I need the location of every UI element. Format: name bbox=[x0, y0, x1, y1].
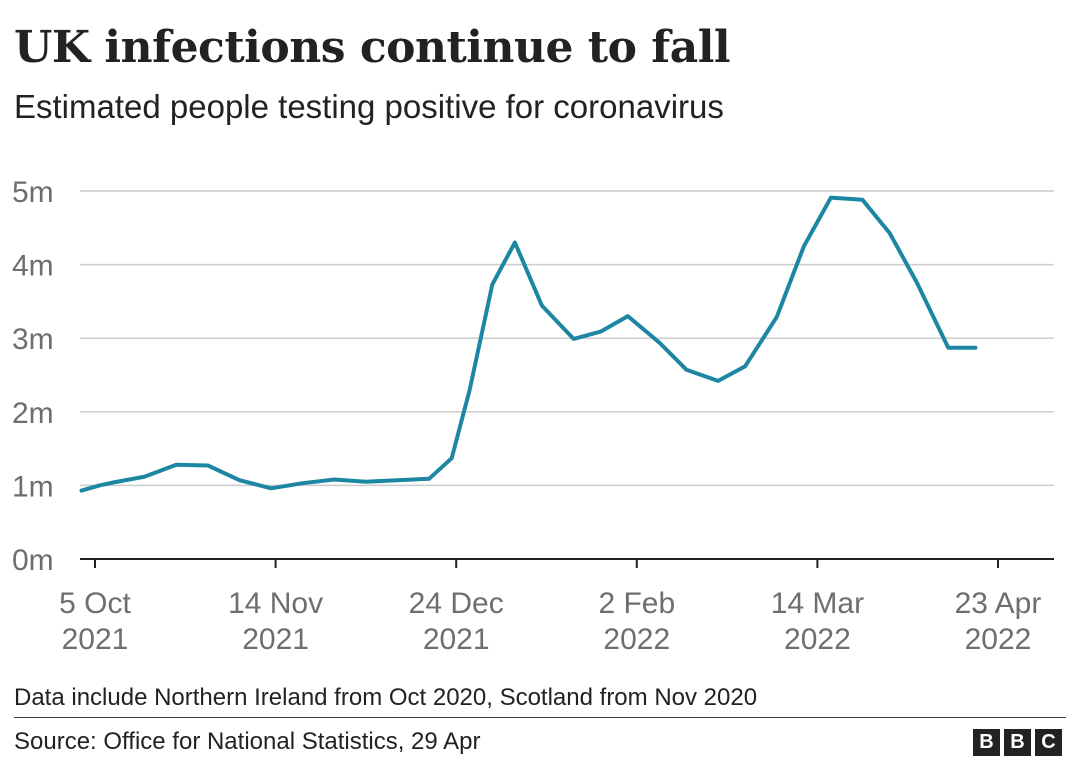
x-tick-label: 23 Apr 2022 bbox=[955, 587, 1042, 656]
x-tick-label: 2 Feb 2022 bbox=[598, 587, 675, 656]
y-tick-label: 3m bbox=[12, 323, 54, 356]
x-tick-label-line: 2022 bbox=[965, 623, 1032, 656]
x-tick-label-line: 23 Apr bbox=[955, 587, 1042, 620]
x-tick-label-line: 24 Dec bbox=[409, 587, 504, 620]
x-tick-label-line: 2021 bbox=[423, 623, 490, 656]
x-tick-label: 24 Dec 2021 bbox=[409, 587, 504, 656]
x-tick-label-line: 2021 bbox=[62, 623, 129, 656]
x-tick-label: 5 Oct 2021 bbox=[59, 587, 131, 656]
x-tick-label-line: 2 Feb bbox=[598, 587, 675, 620]
x-tick-label-line: 14 Mar bbox=[771, 587, 864, 620]
bbc-logo-letter: C bbox=[1035, 729, 1062, 756]
y-tick-label: 5m bbox=[12, 176, 54, 209]
bbc-logo: B B C bbox=[973, 729, 1062, 756]
x-tick-label-line: 2022 bbox=[784, 623, 851, 656]
x-tick-label-line: 2022 bbox=[603, 623, 670, 656]
bbc-logo-letter: B bbox=[973, 729, 1000, 756]
chart-title: UK infections continue to fall bbox=[14, 22, 731, 73]
x-tick-label: 14 Mar 2022 bbox=[771, 587, 864, 656]
footer-divider bbox=[14, 717, 1066, 718]
series-line bbox=[79, 195, 978, 493]
y-tick-label: 1m bbox=[12, 470, 54, 503]
x-tick-label-line: 14 Nov bbox=[228, 587, 323, 620]
x-tick-label-line: 5 Oct bbox=[59, 587, 131, 620]
x-tick-label-line: 2021 bbox=[242, 623, 309, 656]
x-tick-label: 14 Nov 2021 bbox=[228, 587, 323, 656]
y-tick-label: 4m bbox=[12, 250, 54, 283]
source-text: Source: Office for National Statistics, … bbox=[14, 728, 481, 755]
bbc-logo-letter: B bbox=[1004, 729, 1031, 756]
y-tick-label: 2m bbox=[12, 397, 54, 430]
chart-subtitle: Estimated people testing positive for co… bbox=[14, 88, 724, 125]
y-tick-label: 0m bbox=[12, 544, 54, 577]
data-note: Data include Northern Ireland from Oct 2… bbox=[14, 684, 758, 711]
